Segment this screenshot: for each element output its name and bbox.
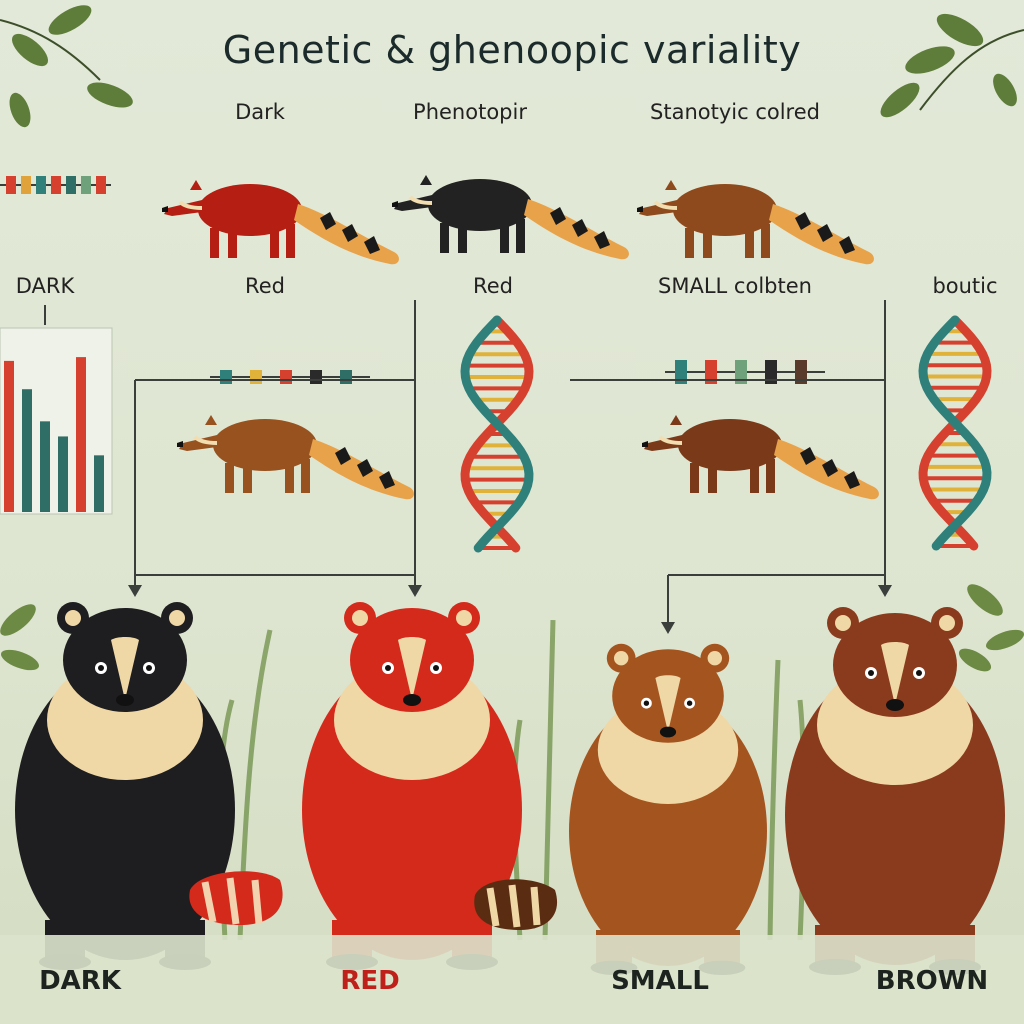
header-label-2: Phenotopir [413,100,527,124]
gene-marker [250,370,262,384]
bar [22,389,32,512]
gene-marker [51,176,61,194]
header-label-1: Dark [235,100,285,124]
bar-chart [0,327,113,515]
mid-label-1: DARK [15,274,75,298]
red-tail [189,871,283,925]
bottom-label-small: SMALL [611,966,709,996]
walking-coati-mid-left [175,413,416,505]
dna-helix-right [918,315,992,551]
leaf-decoration-top-right [880,13,1024,118]
standing-coati-small [569,643,767,975]
dna-strand [460,315,534,553]
gene-marker-strip-left [0,176,111,194]
ground-strip [0,935,1024,1024]
connector-lines [44,300,886,625]
dna-helix-center [460,315,534,553]
walking-coati-dark [390,173,631,265]
dna-strand [918,315,992,551]
bar [4,360,14,512]
bottom-label-red: RED [340,966,400,996]
bar [76,357,86,512]
gene-marker [705,360,717,384]
walking-coati-mid-right [640,413,881,505]
bottom-label-brown: BROWN [875,966,989,996]
gene-marker [96,176,106,194]
gene-marker-strip-middle [210,370,370,384]
gene-marker-strip-right [665,360,825,384]
leaf-decoration-right [958,584,1024,672]
mid-label-2: Red [245,274,285,298]
gene-marker [36,176,46,194]
gene-marker [220,370,232,384]
leaf-decoration-top-left [0,5,133,128]
small-tail [474,879,558,930]
walking-coati-brown-top [635,178,876,270]
bar [40,421,50,512]
gene-marker [340,370,352,384]
dna-strand [918,315,992,551]
walking-coati-red [160,178,401,270]
mid-label-4: SMALL colbten [658,274,812,298]
gene-marker [310,370,322,384]
gene-marker [6,176,16,194]
gene-marker [81,176,91,194]
gene-marker [765,360,777,384]
bar [94,455,104,512]
gene-marker [66,176,76,194]
dna-strand [460,315,534,553]
bar [58,436,68,512]
leaf-decoration-left [0,604,39,671]
gene-marker [795,360,807,384]
mid-label-5: boutic [932,274,998,298]
gene-marker [735,360,747,384]
mid-label-3: Red [473,274,513,298]
gene-marker [21,176,31,194]
header-label-3: Stanotyic colred [650,100,820,124]
arrow-heads [128,585,892,634]
gene-marker [675,360,687,384]
bottom-label-dark: DARK [39,966,121,996]
page-title: Genetic & ghenoopic variality [222,28,802,72]
gene-marker [280,370,292,384]
